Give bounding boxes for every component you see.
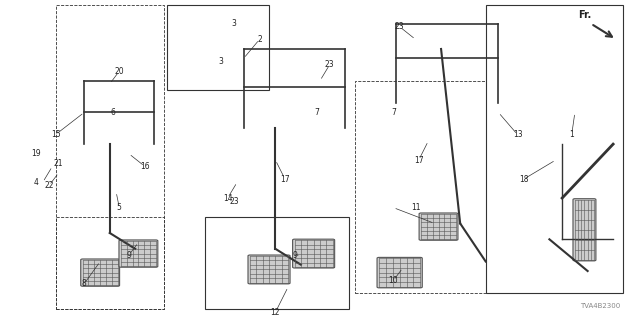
Text: 14: 14 <box>223 194 232 203</box>
Text: 7: 7 <box>314 108 319 117</box>
FancyBboxPatch shape <box>81 259 120 286</box>
Bar <box>486 4 623 293</box>
FancyBboxPatch shape <box>292 239 335 268</box>
FancyBboxPatch shape <box>377 257 422 288</box>
Text: 6: 6 <box>111 108 115 117</box>
Bar <box>56 4 164 309</box>
Text: 2: 2 <box>257 35 262 44</box>
FancyBboxPatch shape <box>419 213 458 240</box>
Text: 9: 9 <box>126 251 131 260</box>
Text: 5: 5 <box>117 203 122 212</box>
Bar <box>56 217 164 309</box>
Text: 23: 23 <box>324 60 334 69</box>
Text: 12: 12 <box>271 308 280 317</box>
Text: Fr.: Fr. <box>578 11 591 20</box>
Text: 3: 3 <box>219 57 223 66</box>
Text: 21: 21 <box>54 159 63 168</box>
Text: 18: 18 <box>519 174 529 184</box>
FancyBboxPatch shape <box>119 240 158 267</box>
Text: 8: 8 <box>82 279 86 288</box>
Text: 16: 16 <box>140 162 150 171</box>
Text: TVA4B2300: TVA4B2300 <box>580 303 621 309</box>
Text: 11: 11 <box>411 203 420 212</box>
Text: 3: 3 <box>232 19 236 28</box>
Text: 1: 1 <box>570 130 574 139</box>
Text: 13: 13 <box>513 130 522 139</box>
Text: 19: 19 <box>31 149 41 158</box>
FancyBboxPatch shape <box>573 199 596 261</box>
Text: 23: 23 <box>229 197 239 206</box>
Text: 4: 4 <box>34 178 39 187</box>
Bar <box>355 81 486 293</box>
Text: 23: 23 <box>395 22 404 31</box>
Bar <box>167 4 269 90</box>
Bar <box>205 217 349 309</box>
Text: 22: 22 <box>44 181 54 190</box>
Text: 17: 17 <box>280 174 290 184</box>
Text: 10: 10 <box>388 276 398 285</box>
Text: 9: 9 <box>292 251 297 260</box>
Text: 15: 15 <box>51 130 60 139</box>
Text: 7: 7 <box>391 108 396 117</box>
Text: 17: 17 <box>414 156 424 164</box>
FancyBboxPatch shape <box>248 255 290 284</box>
Text: 20: 20 <box>115 67 124 76</box>
